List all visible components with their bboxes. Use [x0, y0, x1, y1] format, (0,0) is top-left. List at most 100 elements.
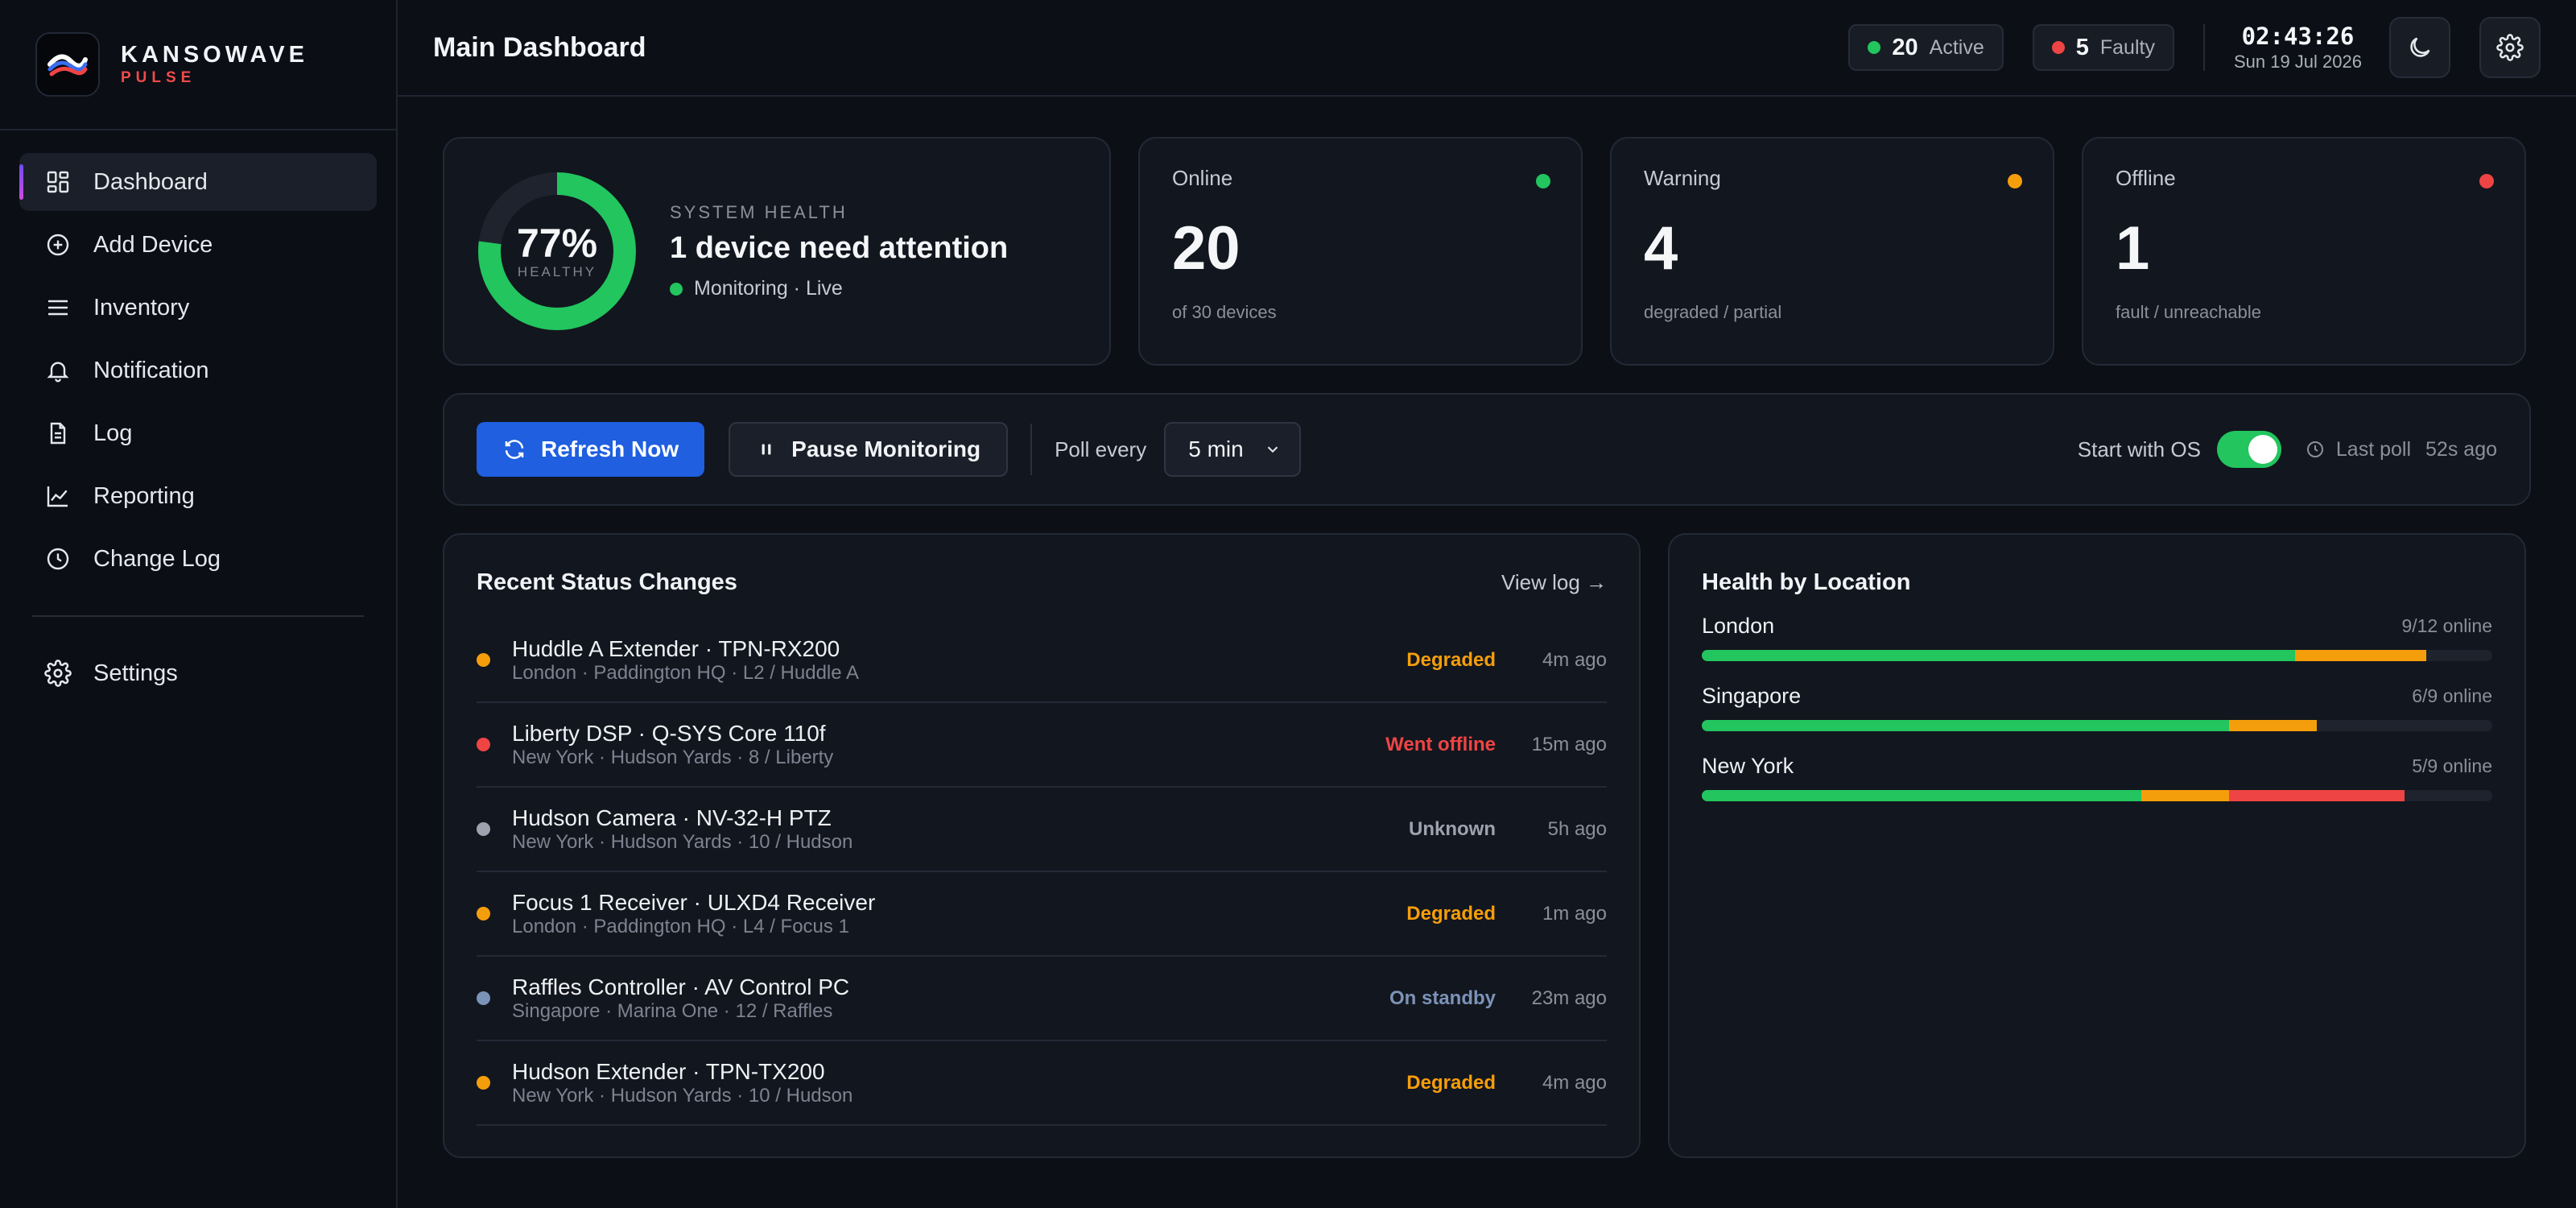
- event-time-ago: 15m ago: [1531, 733, 1607, 755]
- plus-circle-icon: [43, 230, 72, 259]
- stat-label: Online: [1172, 166, 1233, 190]
- sidebar-item-settings[interactable]: Settings: [19, 644, 377, 702]
- chevron-down-icon: [1268, 446, 1278, 453]
- event-device-title: Huddle A Extender · TPN-RX200: [512, 635, 840, 661]
- nav-divider: [32, 615, 364, 617]
- event-device-title: Focus 1 Receiver · ULXD4 Receiver: [512, 889, 876, 915]
- health-caption: HEALTHY: [517, 264, 597, 279]
- location-item: London 9/12 online: [1702, 614, 2492, 661]
- stat-label: Offline: [2116, 166, 2176, 190]
- sidebar-item-change-log[interactable]: Change Log: [19, 530, 377, 588]
- stat-subtext: fault / unreachable: [2116, 302, 2262, 322]
- wave-logo-icon: [47, 54, 88, 77]
- sidebar-item-inventory[interactable]: Inventory: [19, 279, 377, 337]
- gear-icon: [2496, 34, 2524, 61]
- sidebar-item-label: Notification: [93, 357, 209, 383]
- location-item: New York 5/9 online: [1702, 754, 2492, 801]
- poll-interval-select[interactable]: 5 min: [1164, 422, 1302, 477]
- logo: [35, 32, 100, 97]
- health-headline: 1 device need attention: [670, 231, 1009, 265]
- health-bar-segment: [1702, 650, 2295, 661]
- refresh-now-label: Refresh Now: [541, 436, 679, 461]
- sidebar-item-dashboard[interactable]: Dashboard: [19, 153, 377, 211]
- event-device-location: New York · Hudson Yards · 8 / Liberty: [512, 746, 834, 768]
- sidebar-item-notification[interactable]: Notification: [19, 341, 377, 399]
- warning-status-dot: [2008, 174, 2022, 188]
- event-row[interactable]: Hudson Extender · TPN-TX200 New York · Hu…: [477, 1041, 1607, 1126]
- event-device-location: London · Paddington HQ · L4 / Focus 1: [512, 915, 849, 937]
- stat-value: 1: [2116, 214, 2150, 283]
- event-status-dot: [477, 907, 490, 920]
- active-status-dot: [1868, 41, 1881, 54]
- faulty-count-badge: 5 Faulty: [2032, 24, 2174, 71]
- toggle-knob: [2248, 435, 2277, 464]
- location-name: Singapore: [1702, 684, 1802, 708]
- health-bar-segment: [2294, 650, 2427, 661]
- event-row[interactable]: Liberty DSP · Q-SYS Core 110f New York · …: [477, 703, 1607, 788]
- health-bar-segment: [1702, 720, 2229, 731]
- event-status-label: Degraded: [1406, 648, 1496, 671]
- event-device-title: Liberty DSP · Q-SYS Core 110f: [512, 720, 826, 746]
- event-row[interactable]: Raffles Controller · AV Control PC Singap…: [477, 957, 1607, 1041]
- brand-sub: PULSE: [121, 69, 196, 86]
- event-status-label: Went offline: [1385, 733, 1496, 755]
- event-time-ago: 4m ago: [1542, 648, 1607, 671]
- event-status-label: On standby: [1389, 987, 1496, 1009]
- event-time-ago: 4m ago: [1542, 1071, 1607, 1094]
- clock-icon: [2306, 440, 2325, 459]
- event-row[interactable]: Huddle A Extender · TPN-RX200 London · Pa…: [477, 618, 1607, 703]
- stat-value: 4: [1644, 214, 1678, 283]
- theme-toggle-button[interactable]: [2389, 17, 2450, 78]
- settings-button[interactable]: [2479, 17, 2541, 78]
- monitoring-status-label: Monitoring · Live: [694, 277, 843, 300]
- health-eyebrow: SYSTEM HEALTH: [670, 202, 848, 222]
- event-device-title: Raffles Controller · AV Control PC: [512, 974, 850, 999]
- sidebar-item-label: Change Log: [93, 545, 221, 572]
- location-name: New York: [1702, 754, 1794, 778]
- last-poll-value: 52s ago: [2425, 437, 2497, 461]
- faulty-status-dot: [2051, 41, 2065, 54]
- sidebar-nav: Dashboard Add Device Inventory Notificat…: [0, 130, 396, 702]
- health-bar-segment: [2140, 790, 2229, 801]
- summary-row: 77% HEALTHY SYSTEM HEALTH 1 device need …: [443, 137, 2531, 366]
- event-device-title: Hudson Extender · TPN-TX200: [512, 1058, 825, 1084]
- start-with-os-label: Start with OS: [2077, 436, 2201, 461]
- refresh-now-button[interactable]: Refresh Now: [477, 422, 705, 477]
- refresh-icon: [502, 437, 526, 461]
- brand-name: KANSOWAVE: [121, 42, 308, 68]
- sidebar: KANSOWAVE PULSE Dashboard Add Device: [0, 0, 398, 1208]
- stat-subtext: of 30 devices: [1172, 302, 1277, 322]
- recent-events-list: Huddle A Extender · TPN-RX200 London · Pa…: [477, 618, 1607, 1126]
- location-online-count: 5/9 online: [2412, 755, 2492, 776]
- health-percent: 77%: [516, 221, 598, 266]
- event-device-location: London · Paddington HQ · L2 / Huddle A: [512, 661, 859, 684]
- clock-time: 02:43:26: [2241, 23, 2355, 50]
- pause-monitoring-button[interactable]: Pause Monitoring: [729, 422, 1009, 477]
- health-donut-arc: [478, 172, 636, 330]
- health-by-location-card: Health by Location London 9/12 online Sing…: [1668, 533, 2526, 1158]
- list-icon: [43, 293, 72, 322]
- bell-icon: [43, 356, 72, 385]
- sidebar-item-add-device[interactable]: Add Device: [19, 216, 377, 274]
- start-with-os-toggle[interactable]: [2216, 431, 2281, 468]
- location-health-bar: [1702, 720, 2492, 731]
- event-device-title: Hudson Camera · NV-32-H PTZ: [512, 805, 832, 830]
- stat-subtext: degraded / partial: [1644, 302, 1782, 322]
- poll-every-label: Poll every: [1055, 436, 1147, 461]
- view-log-link[interactable]: View log →: [1501, 569, 1607, 594]
- offline-stat-card: Offline 1 fault / unreachable: [2082, 137, 2526, 366]
- event-status-dot: [477, 1076, 490, 1090]
- recent-status-card: Recent Status Changes View log → Huddle …: [443, 533, 1641, 1158]
- event-device-location: New York · Hudson Yards · 10 / Hudson: [512, 1084, 853, 1107]
- sidebar-item-log[interactable]: Log: [19, 404, 377, 462]
- event-row[interactable]: Hudson Camera · NV-32-H PTZ New York · Hu…: [477, 788, 1607, 872]
- monitoring-status: Monitoring · Live: [670, 277, 1008, 300]
- sidebar-item-reporting[interactable]: Reporting: [19, 467, 377, 525]
- health-bar-segment: [1702, 790, 2141, 801]
- event-row[interactable]: Focus 1 Receiver · ULXD4 Receiver London …: [477, 872, 1607, 957]
- event-status-label: Degraded: [1406, 902, 1496, 925]
- health-bar-segment: [2228, 720, 2317, 731]
- stat-value: 20: [1172, 214, 1241, 283]
- moon-icon: [2410, 37, 2430, 57]
